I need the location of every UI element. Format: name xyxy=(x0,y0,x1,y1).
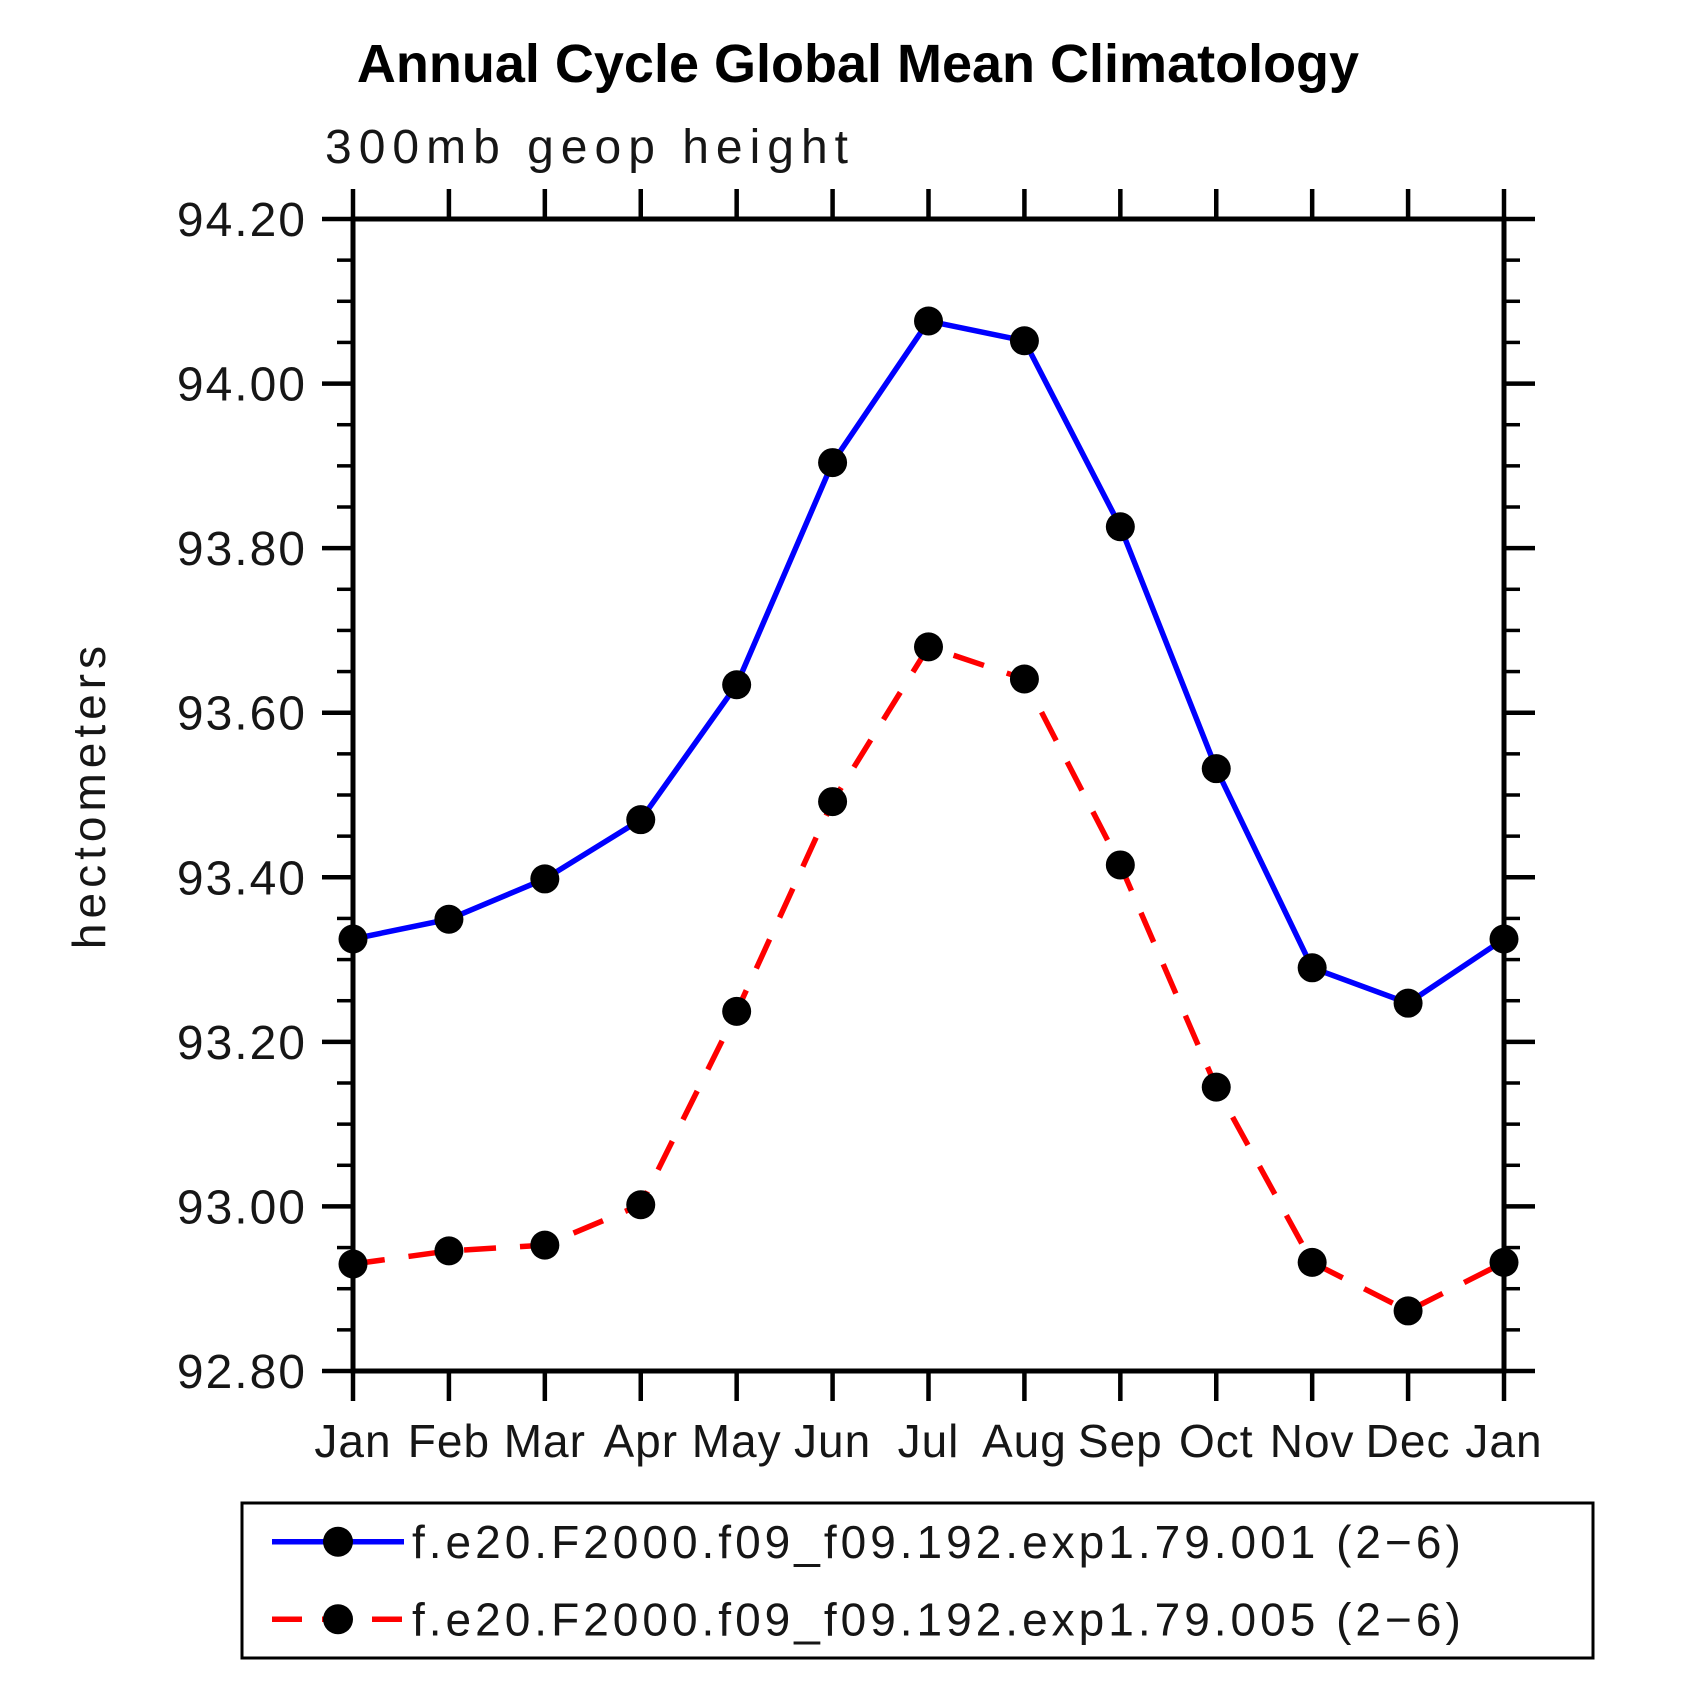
x-tick-label: Sep xyxy=(1078,1415,1163,1467)
y-axis-label: hectometers xyxy=(63,641,115,949)
plot-area: 92.80 93.00 93.20 93.40 93.60 93.80 94.00 94.20… xyxy=(177,189,1542,1467)
x-tick-label: Feb xyxy=(408,1415,490,1467)
y-tick-label: 93.00 xyxy=(177,1181,307,1234)
data-point-marker xyxy=(1105,512,1135,542)
data-point-marker xyxy=(626,805,656,835)
x-tick-label: Nov xyxy=(1270,1415,1355,1467)
data-point-marker xyxy=(722,670,752,700)
data-point-marker xyxy=(1105,850,1135,880)
y-tick-label: 93.60 xyxy=(177,688,307,741)
x-tick-label: Mar xyxy=(504,1415,586,1467)
x-tick-label: Oct xyxy=(1179,1415,1254,1467)
data-point-marker xyxy=(818,787,848,817)
chart-subtitle: 300mb geop height xyxy=(325,121,855,174)
data-point-marker xyxy=(626,1190,656,1220)
y-tick-label: 93.20 xyxy=(177,1017,307,1070)
legend-marker xyxy=(323,1604,353,1635)
legend-marker xyxy=(323,1526,353,1557)
data-point-marker xyxy=(1201,754,1231,784)
x-tick-label: Dec xyxy=(1366,1415,1451,1467)
x-tick-label: Jan xyxy=(314,1415,391,1467)
series-line-1 xyxy=(352,643,1506,1315)
x-tick-label: Jul xyxy=(898,1415,960,1467)
data-point-marker xyxy=(530,1230,560,1260)
data-point-marker xyxy=(434,1236,464,1266)
data-point-marker xyxy=(1297,953,1327,983)
data-point-marker xyxy=(1393,988,1423,1018)
x-tick-label: Apr xyxy=(603,1415,678,1467)
y-tick-label: 93.80 xyxy=(177,523,307,576)
data-point-marker xyxy=(1009,326,1039,356)
y-tick-label: 92.80 xyxy=(177,1346,307,1399)
plot-frame xyxy=(350,216,1507,1374)
series-line-0 xyxy=(352,317,1506,1007)
data-point-marker xyxy=(722,996,752,1026)
data-point-marker xyxy=(1393,1296,1423,1326)
data-point-marker xyxy=(338,924,368,954)
data-point-marker xyxy=(338,1249,368,1279)
data-point-marker xyxy=(530,864,560,894)
chart-title: Annual Cycle Global Mean Climatology xyxy=(357,34,1359,94)
x-tick-label: Jan xyxy=(1465,1415,1542,1467)
legend-box xyxy=(240,1501,1595,1660)
data-point-marker xyxy=(1489,1247,1519,1277)
legend: f.e20.F2000.f09_f09.192.exp1.79.001 (2−6… xyxy=(240,1501,1595,1660)
data-point-marker xyxy=(1009,664,1039,694)
data-point-marker xyxy=(818,448,848,478)
data-point-marker xyxy=(914,306,943,336)
x-tick-label: Jun xyxy=(794,1415,871,1467)
y-tick-label: 94.20 xyxy=(177,194,307,247)
x-tick-label: Aug xyxy=(982,1415,1067,1467)
data-point-marker xyxy=(1489,924,1519,954)
y-tick-label: 94.00 xyxy=(177,359,307,412)
data-point-marker xyxy=(1297,1247,1327,1277)
legend-entry-label: f.e20.F2000.f09_f09.192.exp1.79.001 (2−6… xyxy=(412,1516,1465,1568)
data-point-marker xyxy=(1201,1072,1231,1102)
legend-entry-label: f.e20.F2000.f09_f09.192.exp1.79.005 (2−6… xyxy=(412,1593,1465,1645)
data-point-marker xyxy=(914,632,943,662)
y-tick-label: 93.40 xyxy=(177,852,307,905)
x-tick-label: May xyxy=(692,1415,782,1467)
data-point-marker xyxy=(434,904,464,934)
